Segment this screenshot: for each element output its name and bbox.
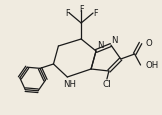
Text: NH: NH: [63, 80, 76, 89]
Text: F: F: [93, 9, 97, 18]
Text: F: F: [79, 4, 83, 13]
Text: OH: OH: [145, 61, 159, 70]
Text: O: O: [145, 39, 152, 48]
Text: N: N: [97, 41, 103, 50]
Text: F: F: [65, 9, 69, 18]
Text: N: N: [112, 36, 118, 45]
Text: Cl: Cl: [103, 80, 111, 89]
